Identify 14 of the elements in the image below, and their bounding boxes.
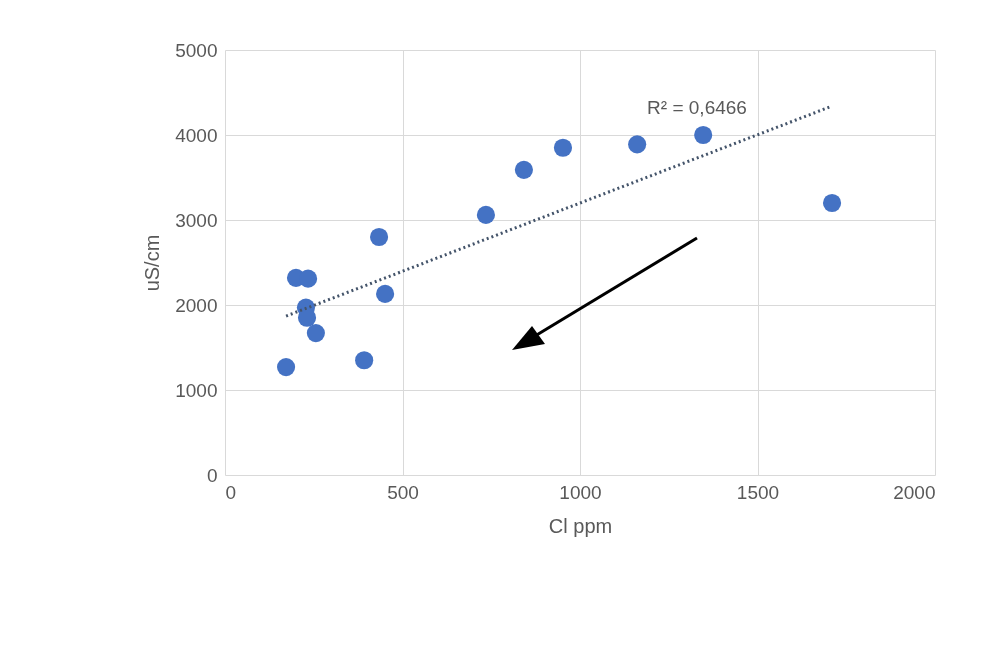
- y-tick-label: 0: [206, 464, 218, 486]
- y-tick-label: 4000: [175, 124, 218, 146]
- y-axis-title: uS/cm: [141, 234, 164, 292]
- x-axis-title: Cl ppm: [548, 514, 613, 537]
- x-tick-label: 1000: [559, 481, 602, 503]
- x-tick-label: 2000: [893, 481, 936, 503]
- x-tick-label: 0: [225, 481, 237, 503]
- y-tick-label: 2000: [175, 294, 218, 316]
- y-tick-label: 3000: [175, 209, 218, 231]
- x-tick-label: 1500: [736, 481, 780, 503]
- x-tick-label: 500: [387, 481, 419, 503]
- y-tick-label: 1000: [175, 379, 218, 401]
- y-tick-label: 5000: [175, 39, 218, 61]
- annotation: R² = 0,6466: [647, 97, 747, 118]
